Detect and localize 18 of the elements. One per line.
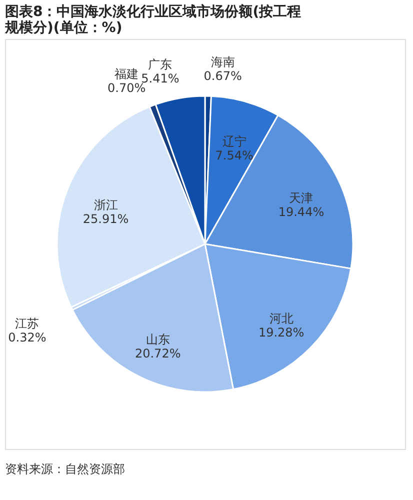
- slice-label: 天津: [289, 191, 314, 206]
- data-label: 0.67%: [204, 69, 242, 84]
- data-label: 7.54%: [215, 148, 254, 163]
- slice-label: 山东: [146, 332, 170, 347]
- slice-label: 海南: [210, 55, 235, 70]
- data-label: 20.72%: [134, 346, 181, 361]
- data-label: 19.44%: [278, 205, 324, 220]
- slice-label: 福建: [114, 66, 139, 81]
- slice-label: 江苏: [15, 316, 40, 330]
- slice-label: 浙江: [94, 198, 118, 212]
- slice-label: 河北: [269, 311, 294, 326]
- slice-label: 广东: [148, 58, 172, 72]
- data-label: 25.91%: [82, 212, 129, 226]
- text: 资料来源：自然资源部: [5, 462, 125, 476]
- slice-label: 辽宁: [222, 134, 246, 149]
- data-label: 19.28%: [258, 325, 304, 340]
- chart-title: 图表8：中国海水淡化行业区域市场份额(按工程规模分)(单位：%): [4, 3, 302, 36]
- data-label: 0.32%: [8, 330, 46, 344]
